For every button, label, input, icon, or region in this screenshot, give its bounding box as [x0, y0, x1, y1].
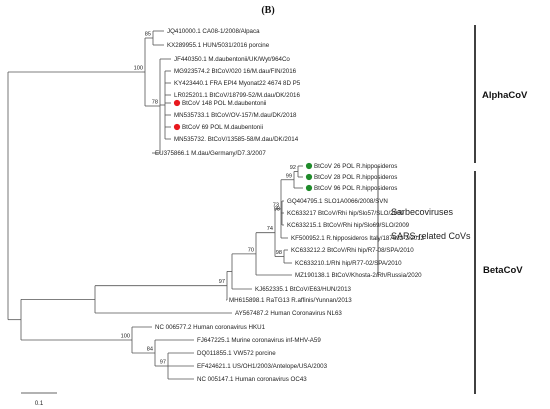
alpha-clade-label: AlphaCoV [482, 90, 528, 101]
taxon-label: KF500952.1 R.hipposideros Italy/187632-2… [291, 235, 425, 242]
green-tip-marker [305, 162, 313, 170]
taxon-label: BtCoV 69 POL M.daubentonii [182, 124, 263, 131]
taxon-label: BtCoV 148 POL M.daubentonii [182, 100, 266, 107]
bootstrap-value: 70 [248, 247, 254, 253]
taxon-label: JF440350.1 M.daubentonii/UK/Wyt/964Co [174, 56, 290, 63]
taxon-label: KC633215.1 BtCoV/Rhi hip/Slo69/SLO/2009 [287, 222, 410, 229]
bootstrap-value: 92 [290, 165, 296, 171]
taxon-label: AY567487.2 Human Coronavirus NL63 [235, 310, 342, 317]
taxon-label: DQ011855.1 VW572 porcine [197, 350, 276, 357]
bootstrap-value: 84 [147, 347, 153, 353]
bootstrap-value: 99 [286, 173, 292, 179]
beta-clade-label: BetaCoV [483, 265, 523, 276]
taxon-label: MH615898.1 RaTG13 R.affinis/Yunnan/2013 [229, 297, 352, 304]
taxon-label: BtCoV 26 POL R.hipposideros [314, 163, 397, 170]
taxon-label: EF424621.1 US/OH1/2003/Antelope/USA/2003 [197, 363, 328, 370]
taxon-label: NC 005147.1 Human coronavirus OC43 [197, 376, 307, 383]
taxon-label: KY423440.1 FRA EPI4 Myonat22 4674 8D P5 [174, 80, 301, 87]
taxon-label: KX289955.1 HUN/5031/2016 porcine [167, 42, 270, 49]
red-tip-marker [173, 123, 181, 131]
scale-bar-label: 0.1 [35, 401, 44, 407]
bootstrap-value: 100 [134, 66, 143, 72]
bootstrap-value: 78 [152, 100, 158, 106]
bootstrap-value: 73 [273, 202, 279, 208]
taxon-label: KC633212.2 BtCoV/Rhi hip/R7-08/SPA/2010 [291, 247, 414, 254]
taxon-label: MG923574.2 BtCoV/020 16/M.dau/FIN/2016 [174, 68, 297, 75]
bootstrap-value: 74 [267, 226, 273, 232]
taxon-label: MZ190138.1 BtCoV/Khosta-2/Rh/Russia/2020 [295, 272, 422, 279]
green-tip-marker [305, 173, 313, 181]
bootstrap-value: 97 [219, 279, 225, 285]
taxon-label: BtCoV 96 POL R.hipposideros [314, 185, 397, 192]
taxon-label: GQ404795.1 SLO1A0066/2008/SVN [287, 198, 388, 205]
sars-related-label: SARS-related CoVs [391, 231, 471, 241]
bootstrap-value: 98 [274, 207, 280, 213]
red-tip-marker [173, 99, 181, 107]
taxon-label: MN535733.1 BtCoV/OV-157/M.dau/DK/2018 [174, 112, 297, 119]
bootstrap-value: 85 [145, 32, 151, 38]
taxon-labels: JQ410000.1 CA08-1/2008/Alpaca KX289955.1 … [155, 28, 425, 383]
taxon-label: EU375866.1 M.dau/Germany/D7.3/2007 [155, 150, 266, 157]
green-tip-marker [305, 184, 313, 192]
taxon-label: BtCoV 28 POL R.hipposideros [314, 174, 397, 181]
bootstrap-value: 100 [121, 334, 130, 340]
sarbeco-label: Sarbecoviruses [391, 207, 454, 217]
taxon-label: KC633217 BtCoV/Rhi hip/Slo57/SLO/2009 [287, 210, 405, 217]
tree-branches [7, 30, 303, 380]
taxon-label: FJ647225.1 Murine coronavirus inf-MHV-A5… [197, 337, 321, 344]
taxon-label: LR025201.1 BtCoV/18799-52/M.dau/DK/2016 [174, 92, 300, 99]
panel-label: (B) [261, 5, 274, 16]
bootstrap-value: 98 [276, 250, 282, 256]
taxon-label: NC 006577.2 Human coronavirus HKU1 [155, 324, 266, 331]
taxon-label: KC633210.1/Rhi hip/R77-02/SPA/2010 [295, 260, 402, 267]
bootstrap-value: 97 [160, 360, 166, 366]
taxon-label: MN535732. BtCoV/13585-58/M.dau/DK/2014 [174, 136, 299, 143]
tip-markers [173, 99, 313, 192]
taxon-label: KJ652335.1 BtCoV/E63/HUN/2013 [255, 286, 352, 293]
taxon-label: JQ410000.1 CA08-1/2008/Alpaca [167, 28, 260, 35]
